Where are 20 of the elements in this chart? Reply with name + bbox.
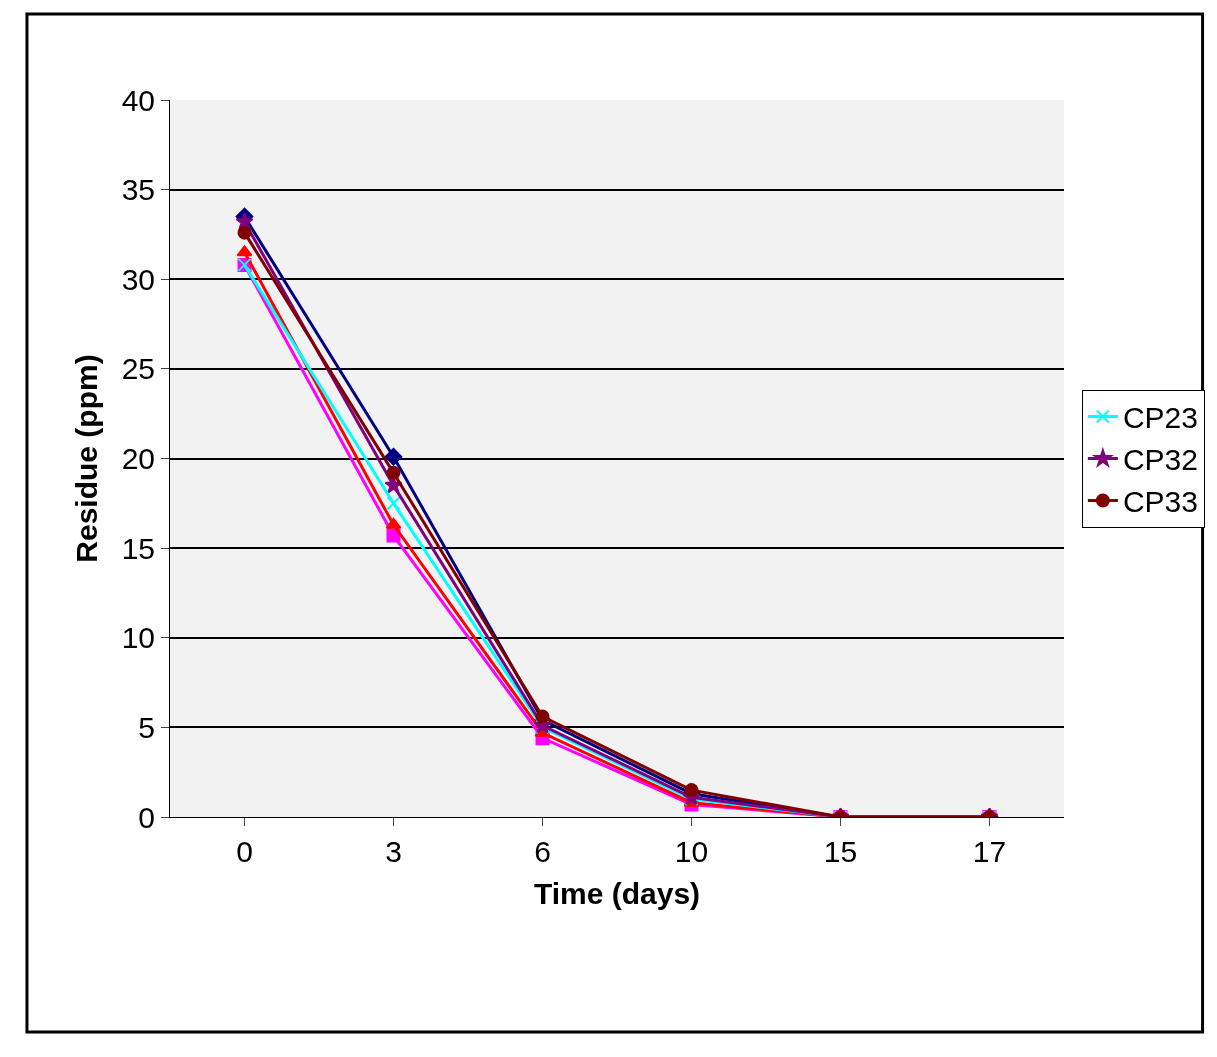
y-tick-label: 10 — [121, 621, 155, 655]
y-tick-label: 40 — [121, 83, 155, 117]
y-tick-label: 35 — [121, 173, 155, 207]
y-axis-title: Residue (ppm) — [69, 354, 103, 563]
x-tick-label: 15 — [823, 835, 858, 868]
x-tick-label: 3 — [385, 835, 402, 868]
x-tick-label: 10 — [674, 835, 709, 868]
x-tick-label: 6 — [534, 835, 551, 868]
legend-label: CP32 — [1122, 443, 1198, 477]
y-tick-label: 15 — [121, 531, 155, 565]
y-tick-label: 0 — [138, 800, 155, 834]
x-tick-label: 17 — [972, 835, 1007, 868]
legend-label: CP23 — [1122, 401, 1198, 435]
legend-label: CP33 — [1122, 485, 1198, 519]
x-tick-label: 0 — [236, 835, 253, 868]
y-tick-label: 30 — [121, 262, 155, 296]
x-axis-title: Time (days) — [533, 876, 701, 910]
y-tick-label: 20 — [121, 442, 155, 475]
y-tick-label: 25 — [121, 352, 155, 386]
y-tick-label: 5 — [138, 710, 155, 744]
